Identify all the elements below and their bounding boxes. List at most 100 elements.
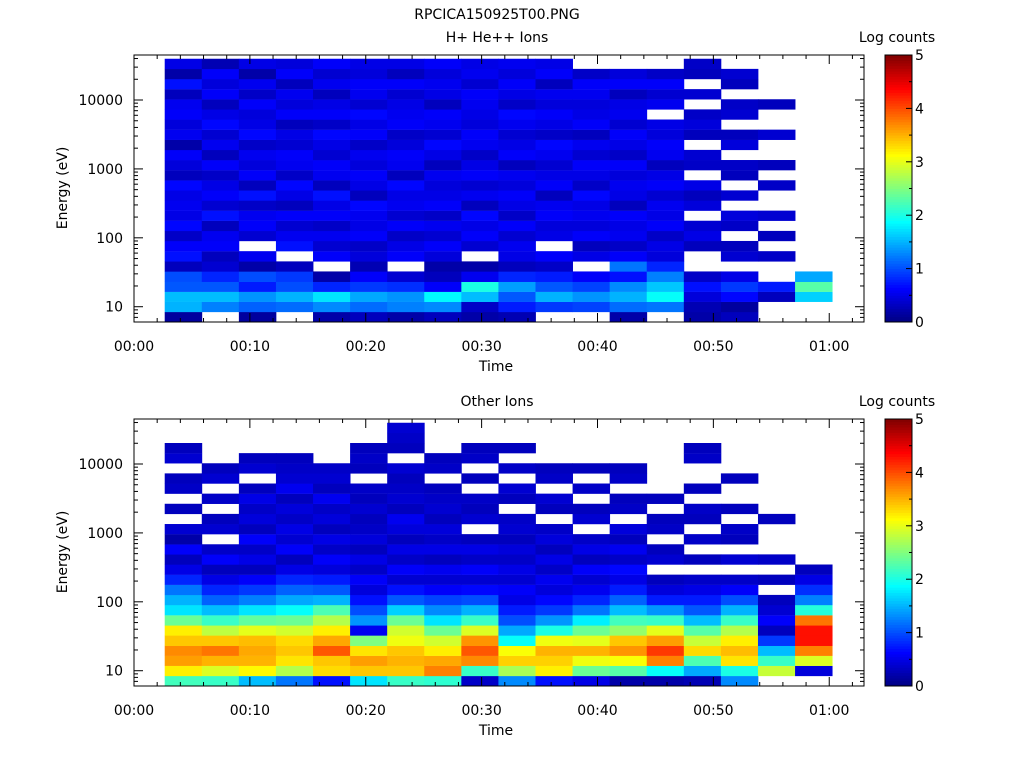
heatmap-cell: [795, 615, 833, 626]
heatmap-cell: [164, 574, 203, 585]
heatmap-cell: [683, 68, 722, 80]
colorbar-segment: [885, 664, 912, 668]
heatmap-cell: [313, 311, 351, 323]
heatmap-cell: [164, 129, 203, 140]
heatmap-cell: [424, 615, 462, 626]
heatmap-cell: [609, 210, 648, 221]
heatmap-cell: [683, 311, 722, 323]
colorbar-segment: [885, 525, 912, 529]
heatmap-cell: [720, 604, 759, 616]
heatmap-cell: [683, 129, 722, 140]
colorbar-segment: [885, 132, 912, 136]
heatmap-cell: [757, 615, 796, 626]
heatmap-cell: [498, 584, 536, 596]
heatmap-cell: [609, 79, 648, 90]
heatmap-cell: [313, 230, 351, 242]
heatmap-cell: [683, 625, 722, 636]
heatmap-cell: [238, 89, 277, 100]
heatmap-cell: [535, 149, 573, 161]
colorbar-tick-label: 5: [915, 48, 924, 64]
heatmap-cell: [535, 645, 573, 656]
colorbar-segment: [885, 539, 912, 543]
heatmap-cell: [609, 281, 648, 292]
heatmap-cell: [387, 574, 425, 585]
heatmap-cell: [350, 251, 388, 262]
heatmap-cell: [572, 109, 611, 120]
colorbar-segment: [885, 188, 912, 192]
heatmap-cell: [461, 160, 499, 171]
heatmap-cell: [498, 79, 536, 90]
heatmap-cell: [387, 645, 425, 656]
colorbar-segment: [885, 204, 912, 208]
heatmap-cell: [275, 615, 314, 626]
colorbar-tick-label: 4: [915, 465, 924, 481]
heatmap-cell: [350, 119, 388, 130]
heatmap-cell: [646, 271, 685, 282]
heatmap-cell: [201, 574, 240, 585]
heatmap-cell: [572, 584, 611, 596]
heatmap-cell: [535, 210, 573, 221]
colorbar-segment: [885, 611, 912, 615]
heatmap-cell: [646, 149, 685, 161]
colorbar-segment: [885, 597, 912, 602]
heatmap-cell: [238, 604, 277, 616]
colorbar-segment: [885, 493, 912, 497]
heatmap-cell: [498, 160, 536, 171]
colorbar-segment: [885, 76, 912, 80]
heatmap-cell: [609, 584, 648, 596]
heatmap-cell: [238, 584, 277, 596]
heatmap-cell: [387, 58, 425, 70]
y-tick-label: 100: [96, 231, 123, 247]
heatmap-cell: [387, 180, 425, 191]
colorbar-tick-label: 2: [915, 208, 924, 224]
heatmap-cell: [164, 220, 203, 232]
heatmap-cell: [387, 220, 425, 232]
colorbar-segment: [885, 472, 912, 476]
colorbar-tick-label: 1: [915, 626, 924, 642]
heatmap-cell: [387, 443, 425, 454]
heatmap-cell: [424, 281, 462, 292]
heatmap-cell: [498, 281, 536, 292]
heatmap-cell: [461, 200, 499, 211]
heatmap-cell: [646, 220, 685, 232]
heatmap-cell: [350, 210, 388, 221]
heatmap-cell: [609, 291, 648, 302]
heatmap-cell: [461, 473, 499, 484]
heatmap-cell: [646, 261, 685, 272]
heatmap-cell: [201, 615, 240, 626]
heatmap-cell: [275, 291, 314, 302]
heatmap-cell: [535, 119, 573, 130]
heatmap-cell: [461, 665, 499, 677]
heatmap-cell: [201, 68, 240, 80]
heatmap-cell: [720, 190, 759, 201]
heatmap-cell: [424, 635, 462, 646]
heatmap-cell: [461, 180, 499, 191]
heatmap-cell: [461, 574, 499, 585]
colorbar-tick-label: 5: [915, 412, 924, 428]
heatmap-cell: [387, 432, 425, 444]
heatmap-cell: [461, 281, 499, 292]
heatmap-cell: [238, 311, 277, 323]
heatmap-cell: [461, 503, 499, 515]
heatmap-cell: [683, 503, 722, 515]
heatmap-cell: [424, 240, 462, 252]
heatmap-cell: [609, 68, 648, 80]
heatmap-cell: [313, 301, 351, 313]
heatmap-cell: [498, 534, 536, 545]
colorbar-segment: [885, 483, 912, 487]
heatmap-cell: [275, 493, 314, 504]
heatmap-cell: [646, 604, 685, 616]
heatmap-cell: [201, 261, 240, 272]
heatmap-cell: [757, 180, 796, 191]
heatmap-cell: [350, 503, 388, 515]
heatmap-cell: [275, 301, 314, 313]
heatmap-cell: [535, 190, 573, 201]
heatmap-cell: [275, 271, 314, 282]
heatmap-cell: [461, 240, 499, 252]
heatmap-cell: [646, 251, 685, 262]
heatmap-cell: [164, 655, 203, 666]
heatmap-cell: [275, 160, 314, 171]
heatmap-cell: [313, 473, 351, 484]
heatmap-cell: [535, 655, 573, 666]
heatmap-cell: [387, 473, 425, 484]
